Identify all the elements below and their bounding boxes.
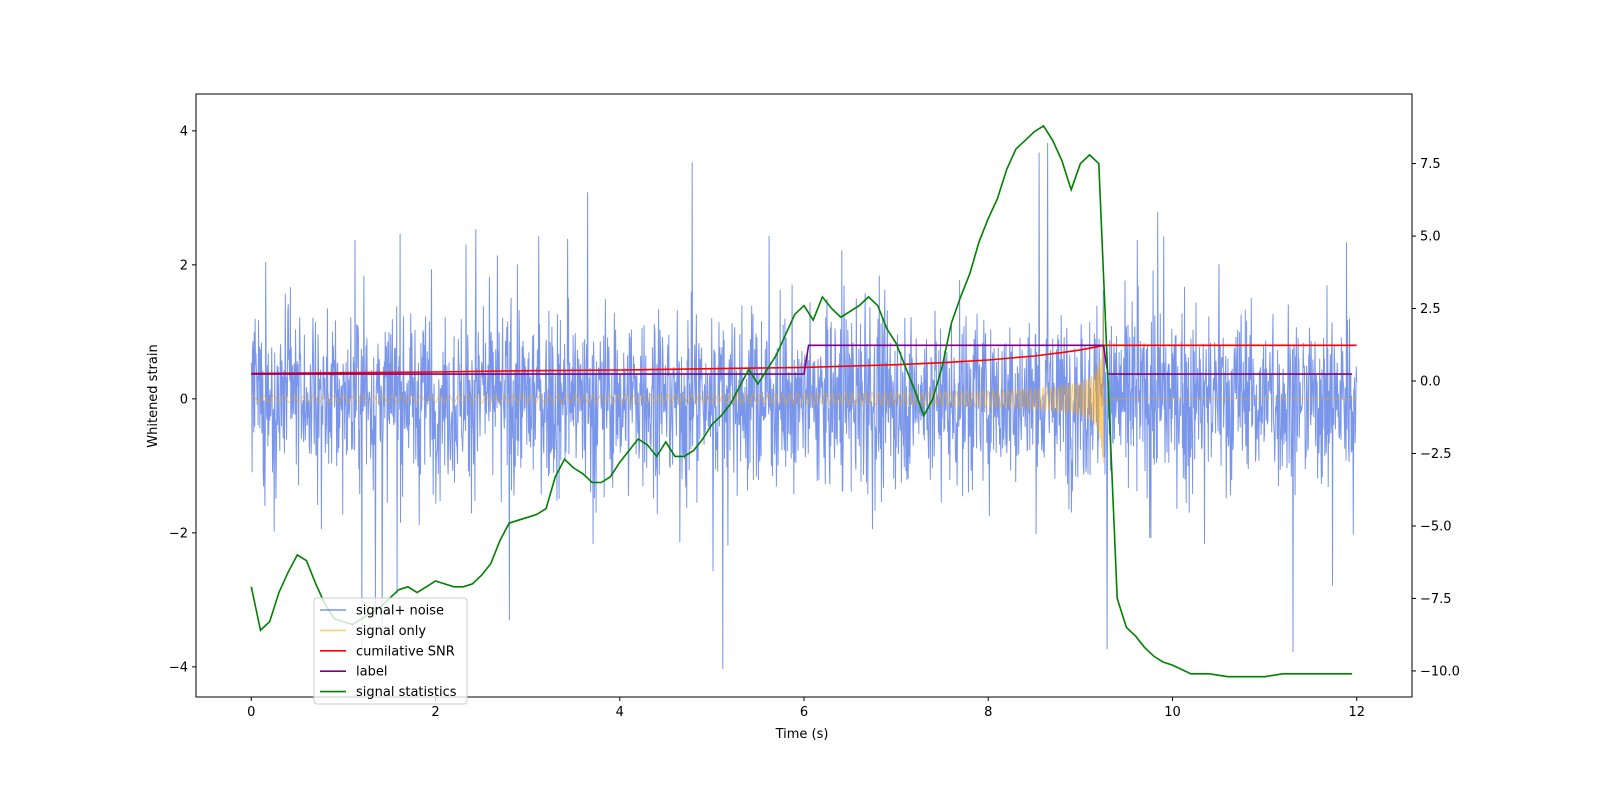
y-tick-label: −4 bbox=[169, 660, 188, 675]
y-tick-label: 2 bbox=[180, 258, 188, 273]
x-tick-label: 10 bbox=[1164, 705, 1181, 720]
x-tick-label: 12 bbox=[1348, 705, 1365, 720]
y2-tick-label: 2.5 bbox=[1420, 302, 1441, 317]
legend-label: signal only bbox=[356, 624, 426, 639]
series-signal-only bbox=[250, 309, 1357, 463]
y2-tick-label: −2.5 bbox=[1420, 447, 1452, 462]
y2-tick-label: −7.5 bbox=[1420, 592, 1452, 607]
x-tick-label: 6 bbox=[800, 705, 808, 720]
legend-label: label bbox=[356, 665, 387, 680]
legend-label: signal statistics bbox=[356, 685, 457, 700]
x-tick-label: 4 bbox=[616, 705, 624, 720]
series-signal-statistics bbox=[250, 124, 1353, 678]
legend-label: cumilative SNR bbox=[356, 644, 455, 659]
y2-tick-label: 5.0 bbox=[1420, 230, 1441, 245]
y2-tick-label: 7.5 bbox=[1420, 157, 1441, 172]
plot-area bbox=[250, 124, 1358, 678]
series-label bbox=[251, 344, 1353, 375]
y2-tick-label: 0.0 bbox=[1420, 375, 1441, 390]
y-tick-label: 4 bbox=[180, 124, 188, 139]
legend-box bbox=[313, 597, 468, 705]
y2-tick-label: −10.0 bbox=[1420, 664, 1460, 679]
legend: signal+ noise signal only cumilative SNR la… bbox=[313, 597, 468, 705]
y-tick-label: 0 bbox=[180, 392, 188, 407]
series-cumilative-snr bbox=[251, 344, 1357, 375]
x-tick-label: 8 bbox=[984, 705, 992, 720]
y-axis-right: −10.0 −7.5 −5.0 −2.5 0.0 2.5 5.0 7.5 bbox=[1412, 157, 1460, 679]
x-axis-label: Time (s) bbox=[775, 727, 829, 742]
legend-label: signal+ noise bbox=[356, 604, 444, 619]
y2-tick-label: −5.0 bbox=[1420, 519, 1452, 534]
y-axis-left: −4 −2 0 2 4 bbox=[169, 124, 196, 675]
y-axis-label: Whitened strain bbox=[146, 344, 161, 447]
x-tick-label: 2 bbox=[431, 705, 439, 720]
y-tick-label: −2 bbox=[169, 526, 188, 541]
series-signal-noise bbox=[250, 142, 1358, 669]
x-tick-label: 0 bbox=[247, 705, 255, 720]
